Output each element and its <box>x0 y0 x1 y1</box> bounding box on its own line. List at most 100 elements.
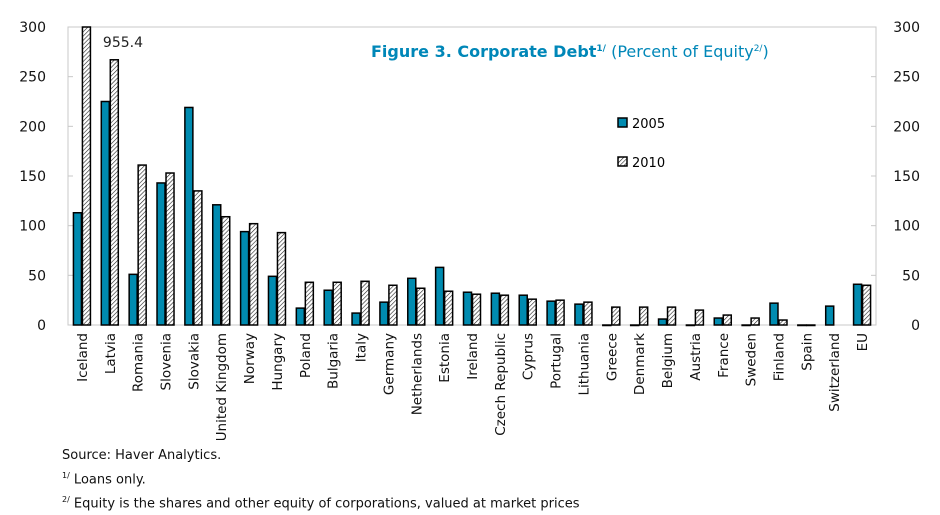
y-tick-label-right: 100 <box>893 219 920 235</box>
bar-slovenia-2005 <box>156 182 166 326</box>
source-note: Source: Haver Analytics. <box>62 448 222 463</box>
y-tick-label-right: 150 <box>893 169 920 185</box>
bar-slovakia-2010 <box>193 190 203 326</box>
bar-italy-2010 <box>360 280 370 326</box>
bar-slovakia-2005 <box>184 106 194 326</box>
x-tick-label: Romania <box>131 333 147 392</box>
y-tick-label-left: 200 <box>19 119 46 135</box>
y-tick-label-left: 0 <box>37 318 46 334</box>
legend: 2005 2010 <box>617 117 665 171</box>
y-tick-label-right: 200 <box>893 119 920 135</box>
bar-bulgaria-2005 <box>323 289 333 326</box>
bar-sweden-2005 <box>741 324 751 327</box>
x-tick-label: Germany <box>381 333 397 395</box>
x-tick-label: Bulgaria <box>326 333 342 389</box>
bar-sweden-2010 <box>750 317 760 326</box>
bar-bulgaria-2010 <box>332 281 342 326</box>
x-tick-label: Poland <box>298 333 314 378</box>
bar-czech-republic-2010 <box>499 294 510 326</box>
footnote-1: 1/ Loans only. <box>62 466 580 490</box>
bar-norway-2010 <box>248 222 259 326</box>
x-tick-label: Denmark <box>632 333 648 395</box>
bar-iceland-2010 <box>81 26 92 326</box>
x-tick-label: Portugal <box>549 333 565 389</box>
x-tick-label: United Kingdom <box>214 333 230 440</box>
bar-estonia-2005 <box>434 266 445 326</box>
bar-romania-2010 <box>137 164 147 326</box>
bar-austria-2010 <box>694 309 705 326</box>
bar-latvia-2005 <box>100 100 111 326</box>
footnote-2: 2/ Equity is the shares and other equity… <box>62 490 580 514</box>
y-tick-label-left: 150 <box>19 169 46 185</box>
x-tick-label: Greece <box>604 333 620 381</box>
x-tick-label: Ireland <box>465 333 481 380</box>
bar-portugal-2010 <box>555 299 565 326</box>
x-tick-label: France <box>716 333 732 378</box>
bar-latvia-2010 <box>109 59 120 326</box>
y-tick-label-right: 0 <box>911 318 920 334</box>
bar-france-2010 <box>722 314 733 326</box>
bar-lithuania-2010 <box>583 301 593 326</box>
x-tick-label: Lithuania <box>576 333 592 396</box>
footnote-2-text: Equity is the shares and other equity of… <box>69 496 580 512</box>
footnote-1-text: Loans only. <box>69 472 146 488</box>
bar-iceland-2005 <box>72 212 83 326</box>
bar-denmark-2010 <box>638 306 649 326</box>
x-tick-label: Estonia <box>437 333 453 383</box>
x-tick-label: Italy <box>354 333 370 362</box>
bar-germany-2010 <box>388 284 398 326</box>
x-tick-label: Latvia <box>103 333 119 374</box>
bar-netherlands-2005 <box>407 277 417 326</box>
bar-switzerland-2005 <box>824 305 835 326</box>
bar-belgium-2010 <box>666 306 677 326</box>
bar-spain-2005 <box>797 324 807 327</box>
legend-label-2010: 2010 <box>632 156 665 171</box>
footnote-1-mark: 1/ <box>62 471 70 480</box>
x-tick-label: Austria <box>688 333 704 381</box>
x-tick-label: Slovakia <box>186 333 202 390</box>
bar-estonia-2010 <box>443 290 454 326</box>
footnote-2-mark: 2/ <box>62 495 70 505</box>
x-tick-label: Iceland <box>75 333 91 382</box>
bar-ireland-2010 <box>471 293 482 326</box>
bar-denmark-2005 <box>629 324 640 327</box>
bar-cyprus-2010 <box>527 298 537 326</box>
x-tick-label: Czech Republic <box>493 333 509 436</box>
bar-poland-2005 <box>295 307 306 326</box>
bar-slovenia-2010 <box>165 172 175 326</box>
x-tick-label: Sweden <box>744 333 760 386</box>
bar-greece-2005 <box>602 324 612 327</box>
x-tick-label: Belgium <box>660 333 676 388</box>
bar-austria-2005 <box>685 324 696 327</box>
title-text: Figure 3. Corporate Debt <box>371 42 597 61</box>
footnotes: Source: Haver Analytics. 1/ Loans only. … <box>62 446 580 515</box>
bar-czech-republic-2005 <box>490 292 501 326</box>
chart-title: Figure 3. Corporate Debt1/ (Percent of E… <box>371 42 769 61</box>
x-tick-label: Switzerland <box>827 333 843 412</box>
bar-spain-2010 <box>806 324 816 327</box>
title-sup: 1/ <box>596 44 606 54</box>
x-tick-label: Norway <box>242 333 258 384</box>
x-tick-label: Hungary <box>270 333 286 391</box>
bar-greece-2010 <box>611 306 621 326</box>
y-tick-label-left: 50 <box>28 268 46 284</box>
bar-france-2005 <box>713 317 724 326</box>
subtitle-text: (Percent of Equity <box>606 42 754 61</box>
bar-netherlands-2010 <box>416 287 426 326</box>
x-tick-label: Cyprus <box>521 333 537 380</box>
x-tick-label: Spain <box>799 333 815 371</box>
y-tick-label-right: 250 <box>893 70 920 86</box>
bar-eu-2005 <box>852 283 863 326</box>
legend-label-2005: 2005 <box>632 117 665 132</box>
bar-lithuania-2005 <box>574 303 584 326</box>
bar-united-kingdom-2005 <box>211 204 222 326</box>
bar-finland-2010 <box>778 319 788 326</box>
bar-italy-2005 <box>351 312 361 326</box>
bar-chart: 0 0 50 50 100 100 150 150 200 200 250 250 300 300 Ice… <box>19 20 920 440</box>
legend-swatch-2010 <box>617 156 628 167</box>
bar-united-kingdom-2010 <box>220 215 231 326</box>
y-tick-label-right: 50 <box>902 268 920 284</box>
bar-norway-2005 <box>239 230 250 326</box>
bar-belgium-2005 <box>657 318 668 326</box>
bar-romania-2005 <box>128 273 138 326</box>
